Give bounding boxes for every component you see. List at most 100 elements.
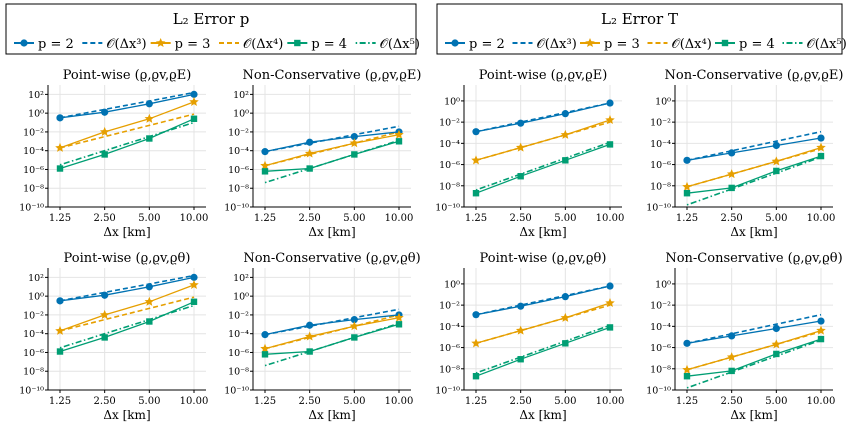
y-tick-label: 10⁻⁶ <box>23 348 44 359</box>
data-point-p2 <box>350 133 358 141</box>
data-point-p4 <box>517 356 524 363</box>
x-axis-label: Δx [km] <box>103 225 150 239</box>
data-point-p4 <box>728 367 735 375</box>
y-tick-label: 10⁰ <box>655 279 671 290</box>
data-point-p3 <box>515 325 526 335</box>
series-line-o5 <box>686 339 822 389</box>
x-tick-label: 5.00 <box>343 396 365 407</box>
y-tick-label: 10⁻⁸ <box>650 181 671 192</box>
data-point-p3 <box>99 309 110 319</box>
x-tick-label: 1.25 <box>465 396 487 407</box>
y-tick-label: 10² <box>28 273 44 284</box>
y-tick-label: 10⁰ <box>233 292 249 303</box>
y-tick-label: 10⁻⁴ <box>439 322 460 333</box>
chart-panel: Point-wise (ϱ,ϱv,ϱE) 10⁻¹⁰ 10⁻⁸ 10⁻⁶ 10⁻⁴ 10⁻… <box>19 68 208 239</box>
data-point-p4 <box>817 152 825 160</box>
x-tick-label: 1.25 <box>254 396 276 407</box>
legend-entry: p = 2 <box>445 37 505 52</box>
legend-entry: 𝒪(Δx⁴) <box>219 37 283 52</box>
data-point-p3 <box>189 96 199 106</box>
legend-label: 𝒪(Δx⁵) <box>807 37 847 52</box>
data-point-p2 <box>561 293 569 301</box>
legend-title: L₂ Error p <box>173 10 250 28</box>
x-tick-label: 2.50 <box>299 213 321 224</box>
y-tick-label: 10⁻¹⁰ <box>646 386 671 397</box>
data-point-p3 <box>605 298 615 308</box>
data-point-p4 <box>773 350 780 358</box>
x-tick-label: 1.25 <box>676 213 698 224</box>
series-line-p2 <box>264 314 400 336</box>
panel-title: Point-wise (ϱ,ϱv,ϱE) <box>63 68 192 83</box>
data-point-p2 <box>261 331 269 339</box>
data-point-p4 <box>351 334 358 341</box>
series-line-o5 <box>475 324 611 374</box>
series-line-o3 <box>686 130 822 162</box>
legend-marker-swatch <box>294 39 301 47</box>
legend-label: p = 4 <box>739 37 775 52</box>
data-point-p3 <box>55 325 65 335</box>
x-tick-label: 5.00 <box>554 396 576 407</box>
chart-panel: Non-Conservative (ϱ,ϱv,ϱθ) 10⁻¹⁰ 10⁻⁸ 10⁻⁶ 1… <box>646 251 842 422</box>
y-tick-label: 10⁻⁶ <box>650 343 671 354</box>
data-point-p4 <box>56 348 64 355</box>
data-point-p4 <box>261 351 269 358</box>
y-tick-label: 10⁻⁸ <box>439 364 460 375</box>
data-point-p4 <box>101 334 108 341</box>
y-tick-label: 10⁻⁶ <box>439 160 460 171</box>
legend-frame <box>5 3 417 55</box>
data-point-p3 <box>560 129 571 139</box>
data-point-p3 <box>304 331 315 341</box>
data-point-p2 <box>683 156 691 164</box>
x-tick-label: 5.00 <box>138 213 160 224</box>
series-line-p4 <box>264 140 400 172</box>
series-line-p2 <box>264 131 400 153</box>
series-line-o3 <box>59 274 195 302</box>
data-point-p3 <box>260 343 270 353</box>
data-point-p3 <box>189 279 199 289</box>
data-point-p4 <box>472 373 480 380</box>
panel-title: Point-wise (ϱ,ϱv,ϱE) <box>479 68 608 83</box>
panel-title: Non-Conservative (ϱ,ϱv,ϱE) <box>243 68 422 83</box>
legend-entry: 𝒪(Δx³) <box>82 37 147 52</box>
x-tick-label: 5.00 <box>554 213 576 224</box>
y-tick-label: 10⁻² <box>439 118 460 129</box>
x-axis-label: Δx [km] <box>730 225 777 239</box>
data-point-p3 <box>471 338 481 348</box>
series-line-o4 <box>264 314 400 350</box>
y-tick-label: 10⁻⁴ <box>650 322 671 333</box>
data-point-p2 <box>606 282 614 290</box>
legend-entry: 𝒪(Δx³) <box>512 37 577 52</box>
legend-label: 𝒪(Δx³) <box>537 37 577 52</box>
series-line-p3 <box>59 284 195 332</box>
data-point-p3 <box>515 142 526 152</box>
data-point-p3 <box>394 312 404 322</box>
panel-title: Point-wise (ϱ,ϱv,ϱθ) <box>480 251 607 266</box>
y-tick-label: 10⁻⁴ <box>23 146 44 157</box>
data-point-p3 <box>682 364 692 374</box>
data-point-p4 <box>146 318 153 325</box>
data-point-p3 <box>55 142 65 152</box>
data-point-p4 <box>351 151 358 158</box>
series-line-o5 <box>59 304 195 349</box>
series-line-p3 <box>475 302 611 344</box>
series-line-p3 <box>59 101 195 149</box>
series-line-p3 <box>475 119 611 161</box>
panel-title: Point-wise (ϱ,ϱv,ϱθ) <box>64 251 191 266</box>
data-point-p4 <box>817 335 825 343</box>
series-line-p4 <box>686 338 822 377</box>
data-point-p4 <box>306 348 313 355</box>
series-line-p3 <box>686 329 822 371</box>
data-point-p3 <box>726 352 737 362</box>
legend-entry: 𝒪(Δx⁵) <box>782 37 847 52</box>
data-point-p4 <box>190 115 198 122</box>
y-tick-label: 10⁻⁸ <box>23 367 44 378</box>
legend-label: p = 2 <box>38 37 74 52</box>
y-tick-label: 10² <box>233 90 249 101</box>
legend-entry: 𝒪(Δx⁵) <box>355 37 420 52</box>
panel-title: Non-Conservative (ϱ,ϱv,ϱE) <box>665 68 844 83</box>
y-tick-label: 10⁻⁴ <box>228 329 249 340</box>
y-tick-label: 10⁰ <box>28 292 44 303</box>
data-point-p4 <box>190 298 198 305</box>
data-point-p2 <box>683 339 691 347</box>
data-point-p3 <box>816 325 826 335</box>
